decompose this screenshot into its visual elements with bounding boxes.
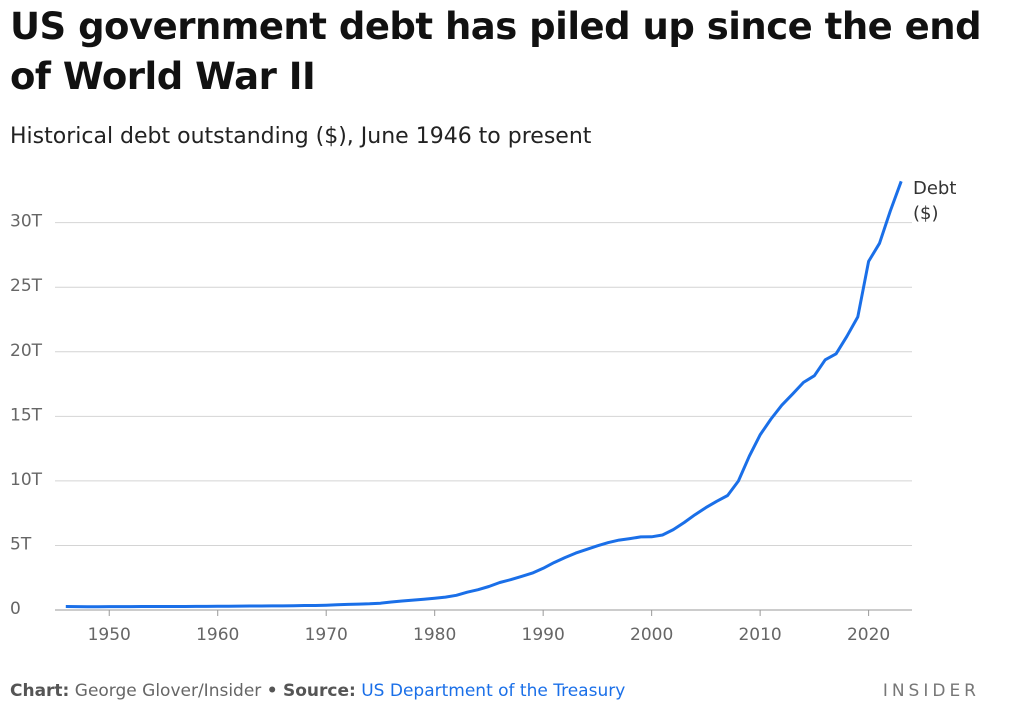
footer-label: Source: xyxy=(282,681,356,701)
x-tick-label: 1950 xyxy=(88,625,131,645)
footer-label: Chart: xyxy=(10,681,70,701)
footer: Chart: George Glover/Insider • Source: U… xyxy=(10,681,625,701)
x-tick-label: 2010 xyxy=(738,625,781,645)
footer-source: US Department of the Treasury xyxy=(361,681,626,701)
x-tick-label: 1980 xyxy=(413,625,456,645)
x-tick-label: 2000 xyxy=(630,625,673,645)
y-tick-label: 25T xyxy=(10,276,43,296)
x-tick-label: 1970 xyxy=(305,625,348,645)
y-tick-label: 10T xyxy=(10,470,43,490)
x-tick-label: 1960 xyxy=(196,625,239,645)
data-line xyxy=(65,180,903,609)
y-tick-label: 15T xyxy=(10,405,43,425)
y-tick-label: 20T xyxy=(10,341,43,361)
series-label: Debt ($) xyxy=(913,178,957,224)
y-tick-label: 0 xyxy=(10,599,21,619)
chart-subtitle: Historical debt outstanding ($), June 19… xyxy=(10,124,592,149)
brand: INSIDER xyxy=(882,681,980,701)
chart-title: US government debt has piled up since th… xyxy=(10,5,982,98)
y-tick-label: 30T xyxy=(10,212,43,232)
y-tick-label: 5T xyxy=(10,534,32,554)
x-tick-label: 1990 xyxy=(522,625,565,645)
footer-credit: George Glover/Insider xyxy=(74,681,262,701)
footer-separator: • xyxy=(266,681,278,701)
x-tick-label: 2020 xyxy=(847,625,890,645)
